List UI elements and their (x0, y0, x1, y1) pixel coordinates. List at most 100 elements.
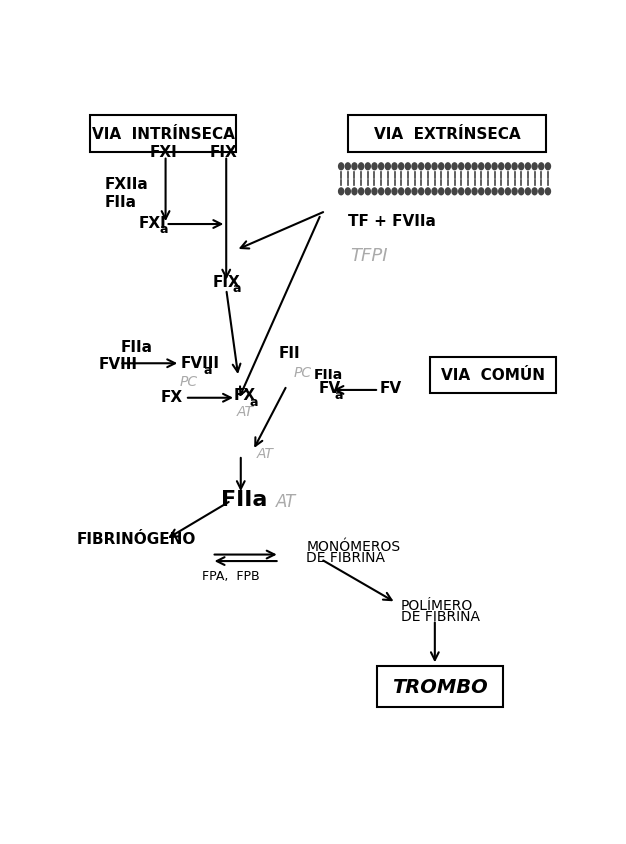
Text: FV: FV (380, 381, 402, 396)
Text: VIA  INTRÍNSECA: VIA INTRÍNSECA (92, 127, 235, 142)
Circle shape (432, 189, 437, 196)
Text: FII: FII (279, 346, 300, 361)
Circle shape (512, 164, 517, 170)
Circle shape (352, 164, 357, 170)
FancyBboxPatch shape (430, 357, 556, 393)
Circle shape (545, 189, 550, 196)
Circle shape (366, 164, 371, 170)
Text: FX: FX (160, 389, 182, 404)
Text: a: a (334, 388, 343, 402)
Circle shape (346, 164, 351, 170)
Text: FVIII: FVIII (180, 355, 219, 371)
Text: a: a (160, 223, 168, 235)
Circle shape (465, 189, 470, 196)
Text: FVIII: FVIII (99, 356, 138, 371)
Text: POLÍMERO: POLÍMERO (401, 598, 473, 612)
Circle shape (379, 189, 384, 196)
Circle shape (545, 164, 550, 170)
Circle shape (479, 164, 484, 170)
Circle shape (452, 164, 457, 170)
Text: FIIa: FIIa (120, 339, 153, 354)
Text: VIA  COMÚN: VIA COMÚN (441, 368, 545, 383)
Text: TF + FVIIa: TF + FVIIa (347, 214, 436, 229)
Circle shape (499, 189, 504, 196)
Circle shape (432, 164, 437, 170)
Text: DE FIBRINA: DE FIBRINA (401, 609, 480, 624)
Circle shape (366, 189, 371, 196)
Circle shape (525, 189, 530, 196)
Text: FXI: FXI (139, 216, 167, 231)
FancyBboxPatch shape (347, 116, 546, 154)
Circle shape (339, 164, 344, 170)
Circle shape (472, 189, 477, 196)
Text: TFPI: TFPI (351, 247, 388, 265)
Circle shape (339, 189, 344, 196)
Circle shape (539, 164, 544, 170)
Circle shape (392, 189, 397, 196)
Circle shape (359, 189, 364, 196)
Circle shape (485, 189, 490, 196)
Text: AT: AT (237, 405, 254, 419)
Text: FXI: FXI (149, 144, 177, 160)
Text: VIA  EXTRÍNSECA: VIA EXTRÍNSECA (374, 127, 520, 142)
Circle shape (412, 164, 417, 170)
Circle shape (445, 164, 451, 170)
Circle shape (425, 164, 431, 170)
Text: PC: PC (294, 366, 312, 380)
Circle shape (419, 164, 424, 170)
Circle shape (445, 189, 451, 196)
Circle shape (392, 164, 397, 170)
Circle shape (399, 189, 404, 196)
Circle shape (405, 189, 411, 196)
Text: FXIIa: FXIIa (105, 177, 149, 192)
Circle shape (359, 164, 364, 170)
Circle shape (439, 164, 444, 170)
Text: FIIa: FIIa (222, 489, 268, 509)
Circle shape (499, 164, 504, 170)
Circle shape (492, 189, 497, 196)
FancyBboxPatch shape (377, 667, 503, 707)
Circle shape (385, 189, 391, 196)
Circle shape (419, 189, 424, 196)
Circle shape (479, 189, 484, 196)
Text: FPA,  FPB: FPA, FPB (202, 569, 260, 582)
Text: FIX: FIX (210, 144, 238, 160)
Text: PC: PC (180, 375, 198, 389)
Text: FIIa: FIIa (105, 194, 137, 209)
Text: FIBRINÓGENO: FIBRINÓGENO (77, 531, 196, 546)
Circle shape (372, 189, 377, 196)
Circle shape (439, 189, 444, 196)
Circle shape (505, 164, 510, 170)
Text: DE FIBRINA: DE FIBRINA (306, 550, 385, 565)
Circle shape (399, 164, 404, 170)
Circle shape (459, 189, 464, 196)
Circle shape (519, 164, 524, 170)
Text: a: a (203, 363, 212, 376)
Circle shape (346, 189, 351, 196)
Text: AT: AT (257, 446, 274, 461)
Circle shape (385, 164, 391, 170)
Circle shape (519, 189, 524, 196)
Circle shape (532, 164, 537, 170)
FancyBboxPatch shape (90, 116, 236, 154)
Circle shape (472, 164, 477, 170)
Circle shape (352, 189, 357, 196)
Circle shape (532, 189, 537, 196)
Circle shape (525, 164, 530, 170)
Text: a: a (249, 395, 257, 408)
Text: TROMBO: TROMBO (392, 678, 488, 696)
Text: a: a (232, 281, 241, 295)
Text: FX: FX (233, 387, 255, 403)
Circle shape (412, 189, 417, 196)
Text: MONÓMEROS: MONÓMEROS (306, 539, 401, 554)
Circle shape (465, 164, 470, 170)
Circle shape (505, 189, 510, 196)
Circle shape (539, 189, 544, 196)
Circle shape (452, 189, 457, 196)
Circle shape (459, 164, 464, 170)
Circle shape (379, 164, 384, 170)
Circle shape (485, 164, 490, 170)
Text: AT: AT (276, 492, 297, 510)
Circle shape (425, 189, 431, 196)
Text: FIIa: FIIa (314, 367, 342, 381)
